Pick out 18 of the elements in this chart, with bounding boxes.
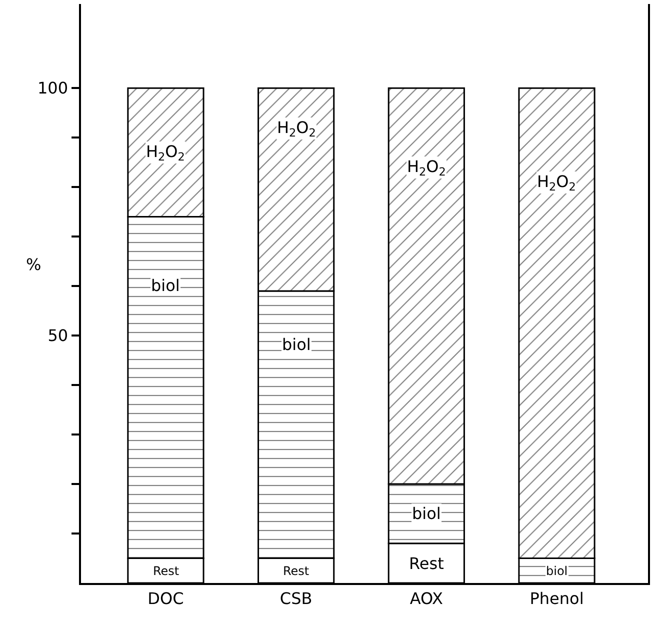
text: H$_{2}$O$_{2}$ (146, 142, 185, 164)
y-tick-label: 50 (48, 326, 68, 346)
x-tick-label: DOC (148, 588, 184, 608)
text: Rest (409, 554, 444, 573)
text: biol (412, 504, 441, 523)
x-tick-label: CSB (280, 588, 312, 608)
series-label: Rest (153, 564, 180, 578)
y-axis-title: % (26, 255, 42, 274)
series-label: biol (546, 564, 568, 578)
text: biol (151, 276, 180, 295)
text: Rest (283, 564, 310, 578)
text: H$_{2}$O$_{2}$ (537, 172, 576, 194)
x-tick-label: AOX (410, 588, 444, 608)
x-tick-label: Phenol (530, 588, 584, 608)
text: biol (282, 335, 311, 354)
y-tick-label: 100 (38, 78, 68, 98)
text: H$_{2}$O$_{2}$ (407, 157, 446, 178)
series-label: H$_{2}$O$_{2}$ (277, 118, 316, 140)
